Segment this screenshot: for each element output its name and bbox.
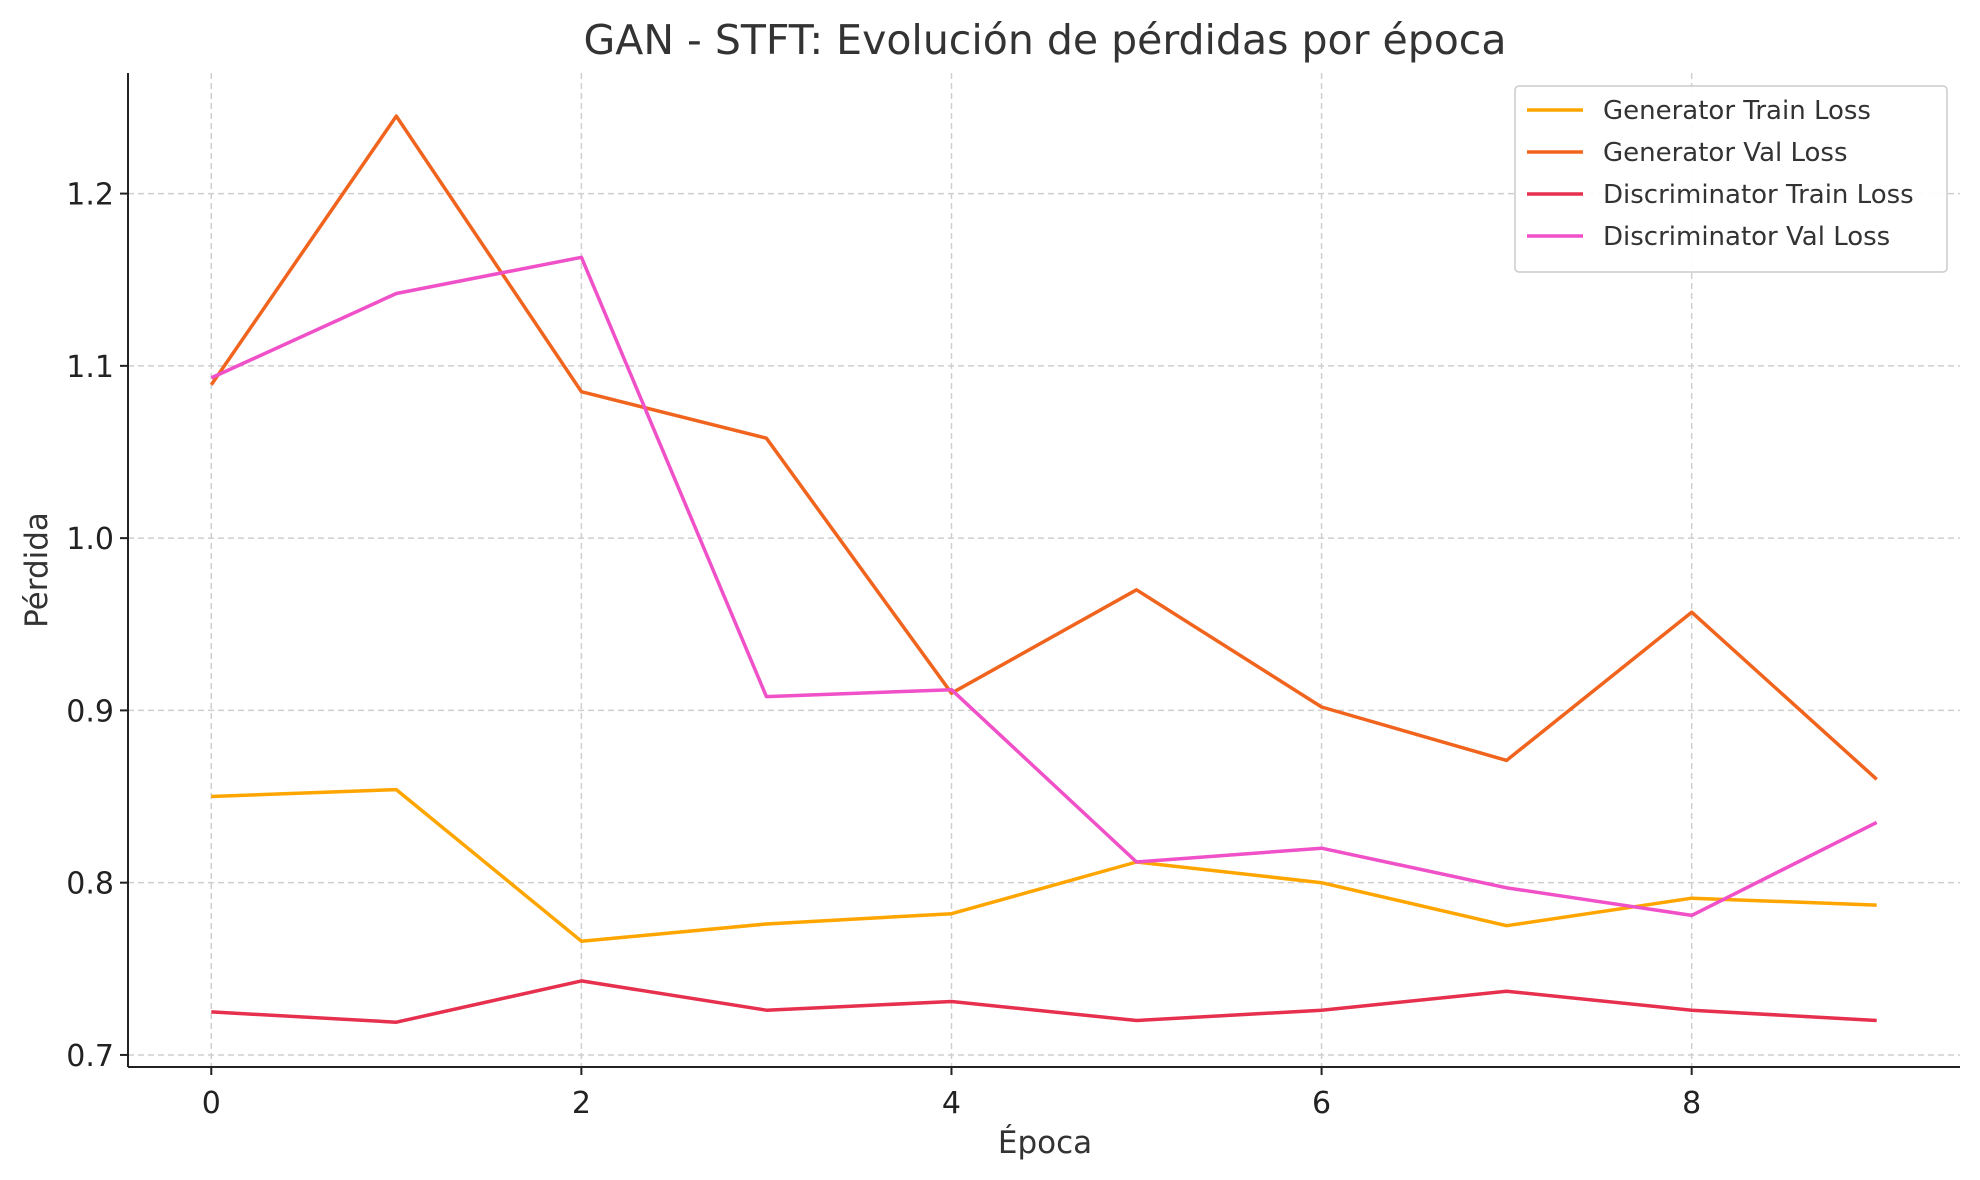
y-tick-label: 0.9 [66,694,114,729]
x-tick-label: 0 [202,1086,221,1121]
y-axis-label: Pérdida [19,512,55,628]
legend-label: Discriminator Train Loss [1603,180,1914,210]
legend-label: Generator Train Loss [1603,96,1871,126]
series-line-discriminator-train-loss [211,979,1877,1024]
y-tick-label: 0.8 [66,867,114,902]
legend-label: Discriminator Val Loss [1603,222,1890,252]
y-tick-label: 0.7 [66,1039,114,1074]
x-tick-label: 8 [1682,1086,1701,1121]
series-line-generator-train-loss [211,787,1877,943]
series-lines [209,114,1878,1024]
axes: 0 2 4 6 8 0.7 0.8 0.9 1.0 1.1 1.2 [66,73,1960,1121]
series-line-generator-val-loss [209,114,1878,781]
legend-box [1514,85,1948,273]
y-tick-label: 1.1 [66,350,114,385]
grid-lines [128,73,1960,1067]
x-axis-label: Época [998,1125,1092,1161]
legend-label: Generator Val Loss [1603,138,1848,168]
x-tick-label: 4 [942,1086,961,1121]
legend: Generator Train Loss Generator Val Loss Di… [1514,85,1948,273]
y-tick-label: 1.2 [66,178,114,213]
x-tick-label: 6 [1312,1086,1331,1121]
series-line-discriminator-val-loss [210,255,1878,918]
y-tick-label: 1.0 [66,522,114,557]
chart-title: GAN - STFT: Evolución de pérdidas por ép… [584,16,1507,64]
x-tick-label: 2 [572,1086,591,1121]
